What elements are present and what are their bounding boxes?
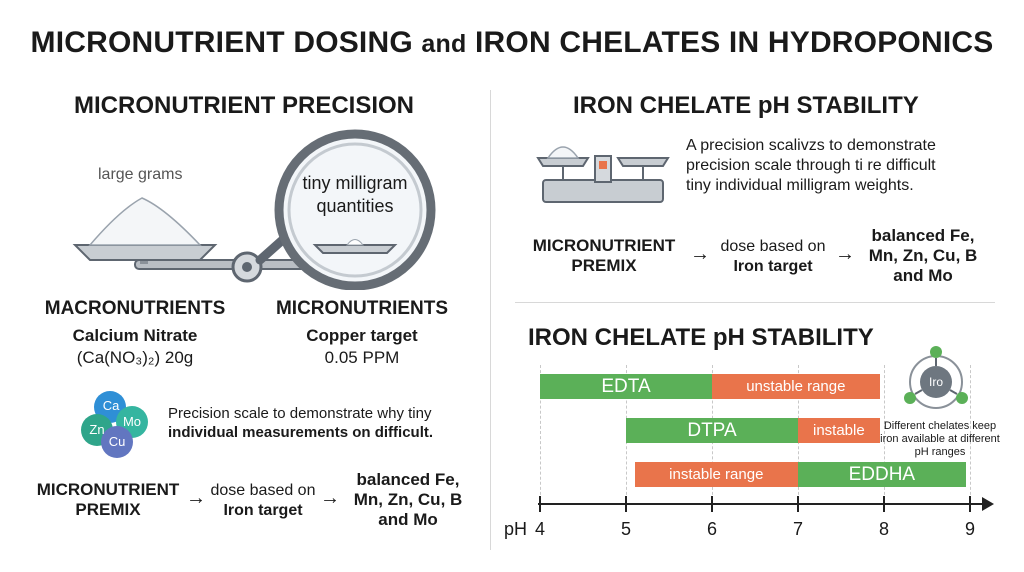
x-axis-label: pH (504, 519, 528, 539)
element-ca: Ca (102, 398, 120, 413)
desc-line1: A precision scalivzs to demonstrate (686, 137, 936, 154)
precision-scale-icon (536, 146, 670, 203)
magnifier-text: tiny milligram quantities (302, 173, 408, 216)
x-tick-label: 6 (706, 519, 717, 539)
title-part3: IRON CHELATES IN HYDROPONICS (475, 26, 994, 59)
right-flow-step2b: Iron target (733, 258, 813, 275)
left-flow-step2b: Iron target (223, 502, 303, 519)
x-tick-label: 8 (878, 519, 889, 539)
left-flow-step1: MICRONUTRIENT PREMIX (36, 480, 180, 519)
bar-row1-seg2: unstable range (712, 374, 880, 399)
left-flow-step2a: dose based on (210, 482, 316, 499)
precision-note: Precision scale to demonstrate why tiny … (168, 404, 433, 442)
right-flow-step2a: dose based on (720, 238, 826, 255)
micro-heading: MICRONUTRIENTS (275, 298, 449, 319)
left-flow-arrow1: → (186, 487, 206, 509)
element-cu: Cu (108, 434, 126, 449)
macro-line1: Calcium Nitrate (72, 326, 198, 345)
desc-line2: precision scale through ti re difficult (686, 157, 936, 174)
right-top-description: A precision scalivzs to demonstrate prec… (686, 136, 936, 196)
right-flow-step2: dose based on Iron target (716, 237, 830, 277)
scale-illustration (72, 129, 436, 290)
left-flow-step3: balanced Fe, Mn, Zn, Cu, B and Mo (353, 470, 463, 529)
micronutrients-block: MICRONUTRIENTS Copper target 0.05 PPM (262, 298, 462, 368)
grid-line (798, 365, 799, 500)
powder-pile (88, 197, 202, 246)
left-flow-step2: dose based on Iron target (206, 481, 320, 521)
x-tick-label: 4 (534, 519, 545, 539)
right-flow-arrow2: → (835, 243, 855, 265)
x-axis-arrow (982, 497, 994, 511)
micro-line2: 0.05 PPM (324, 348, 400, 367)
grid-line (712, 365, 713, 500)
x-tick (797, 496, 799, 512)
micro-line1: Copper target (306, 326, 418, 345)
title-part1: MICRONUTRIENT DOSING (30, 26, 413, 59)
x-tick (883, 496, 885, 512)
column-divider (490, 90, 491, 550)
x-tick (539, 496, 541, 512)
tiny-pan (312, 244, 398, 254)
x-tick-label: 5 (620, 519, 631, 539)
element-cluster-icon (81, 391, 148, 458)
left-flow-arrow2: → (320, 487, 340, 509)
main-title: MICRONUTRIENT DOSING and IRON CHELATES I… (0, 26, 1024, 60)
right-flow-step1: MICRONUTRIENT PREMIX (532, 236, 676, 275)
bar-row3-seg2: EDDHA (798, 462, 966, 487)
bar-row1-seg1: EDTA (540, 374, 712, 399)
element-zn: Zn (89, 422, 105, 437)
desc-line3: tiny individual milligram weights. (686, 177, 914, 194)
bar-row2-seg2: instable (798, 418, 880, 443)
grid-line (626, 365, 627, 500)
right-flow-step3: balanced Fe, Mn, Zn, Cu, B and Mo (868, 226, 978, 285)
right-flow-arrow1: → (690, 243, 710, 265)
left-heading: MICRONUTRIENT PRECISION (74, 92, 415, 119)
grid-line (540, 365, 541, 500)
x-tick (625, 496, 627, 512)
bar-row3-seg1: instable range (634, 462, 798, 487)
precision-note-line1: Precision scale to demonstrate why tiny (168, 405, 432, 422)
large-grams-label: large grams (98, 166, 183, 183)
x-tick (969, 496, 971, 512)
macro-heading: MACRONUTRIENTS (44, 298, 226, 319)
chart-heading: IRON CHELATE pH STABILITY (528, 324, 874, 351)
element-mo: Mo (122, 414, 142, 429)
bar-row2-seg1: DTPA (626, 418, 798, 443)
x-tick-label: 7 (792, 519, 803, 539)
title-and: and (421, 30, 467, 58)
precision-note-line2: individual measurements on difficult. (168, 424, 434, 441)
chelate-molecule-icon (904, 346, 968, 409)
x-tick (711, 496, 713, 512)
x-axis (538, 503, 990, 505)
macronutrients-block: MACRONUTRIENTS Calcium Nitrate (Ca(NO₃)₂… (30, 298, 240, 368)
macro-line2: (Ca(NO₃)₂) 20g (76, 348, 194, 367)
x-tick-label: 9 (964, 519, 975, 539)
chelate-note: Different chelates keep iron available a… (880, 420, 1000, 458)
left-pan (72, 244, 218, 261)
chelate-icon-label: Iro (928, 375, 943, 389)
section-divider (515, 302, 995, 303)
right-top-heading: IRON CHELATE pH STABILITY (573, 92, 919, 119)
